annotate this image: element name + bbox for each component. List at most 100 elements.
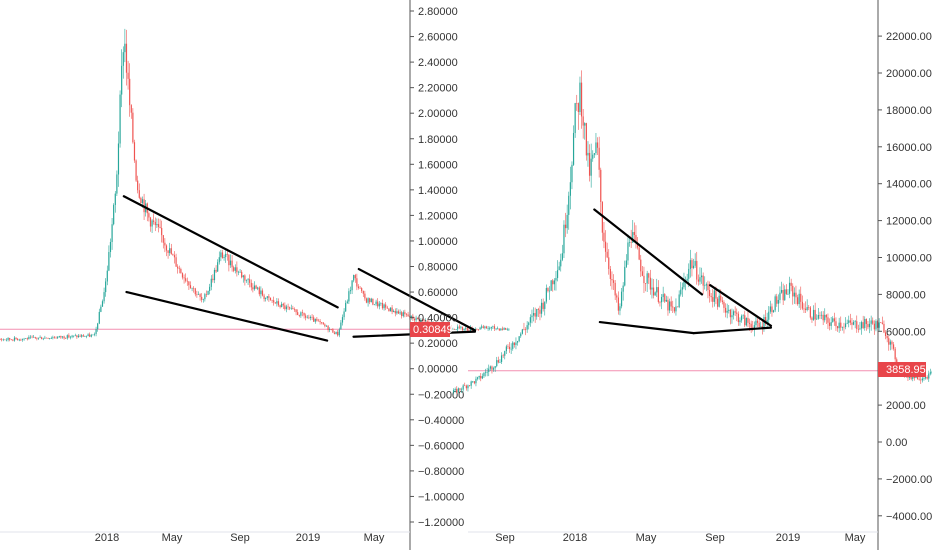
right-candle-body: [612, 280, 615, 283]
right-candle-body: [929, 372, 931, 374]
left-candle-body: [250, 282, 252, 288]
left-candle-body: [482, 326, 484, 328]
right-y-tick-label: 22000.00: [886, 31, 932, 43]
left-candle-body: [391, 307, 393, 312]
left-candle-body: [364, 293, 366, 299]
left-candle-body: [244, 275, 246, 281]
left-candle-body: [399, 312, 401, 314]
right-candle-body: [886, 335, 888, 339]
right-candle-body: [516, 341, 519, 343]
left-candle-body: [341, 317, 344, 323]
right-candle-body: [577, 103, 579, 112]
right-candle-body: [713, 290, 715, 302]
right-candle-body: [801, 301, 803, 309]
right-candle-body: [462, 385, 464, 390]
left-candle-body: [218, 257, 220, 263]
left-candle-body: [202, 299, 204, 300]
right-candle-body: [496, 360, 498, 367]
left-candle-body: [87, 334, 89, 336]
right-candle-body: [896, 359, 898, 365]
right-candle-body: [531, 315, 533, 318]
right-candle-body: [611, 278, 613, 281]
left-candle-body: [60, 335, 62, 338]
right-candle-body: [864, 318, 866, 329]
right-candle-body: [820, 314, 823, 316]
right-candle-body: [860, 322, 863, 329]
left-candle-body: [418, 318, 420, 322]
left-candle-body: [303, 313, 305, 316]
left-candle-body: [389, 307, 392, 312]
right-candle-body: [694, 260, 696, 266]
left-candle-body: [489, 328, 491, 329]
right-candle-body: [832, 318, 834, 323]
right-candle-body: [769, 306, 771, 312]
right-trendline-4: [692, 326, 773, 335]
left-candle-body: [287, 306, 289, 308]
left-candle-body: [481, 326, 483, 328]
left-candle-body: [361, 288, 363, 292]
left-trendline-3: [357, 267, 477, 332]
right-candle-body: [862, 322, 864, 329]
left-candle-body: [223, 257, 225, 258]
right-candle-body: [699, 277, 701, 282]
left-candle-body: [260, 290, 262, 295]
left-candle-body: [180, 269, 182, 274]
left-candle-body: [410, 315, 412, 318]
left-candle-body: [66, 335, 68, 339]
right-y-tick-label: 16000.00: [886, 142, 932, 154]
left-candle-body: [189, 285, 192, 289]
left-candle-body: [49, 338, 51, 339]
right-candle-body: [908, 376, 911, 378]
left-candle-body: [460, 326, 462, 328]
left-candle-body: [426, 320, 428, 322]
right-candle-body: [827, 317, 829, 323]
right-candle-body: [785, 289, 787, 294]
right-candle-body: [488, 368, 490, 372]
right-candle-body: [680, 289, 682, 295]
right-candle-body: [619, 306, 621, 311]
right-candle-body: [843, 326, 845, 328]
right-candle-body: [635, 235, 637, 243]
right-candle-body: [550, 280, 552, 291]
right-candle-body: [761, 326, 763, 328]
left-candle-body: [85, 335, 88, 337]
right-candle-body: [606, 251, 608, 258]
right-y-tick-label: 20000.00: [886, 68, 932, 80]
left-candle-body: [210, 278, 212, 287]
left-candle-body: [74, 335, 76, 337]
right-candle-body: [529, 317, 531, 323]
left-candle-body: [375, 301, 377, 305]
left-candle-body: [157, 224, 160, 227]
left-candle-body: [122, 52, 124, 66]
left-candle-body: [269, 297, 272, 301]
right-candle-body: [652, 287, 655, 296]
left-candle-body: [333, 332, 336, 334]
right-candle-body: [534, 313, 536, 317]
left-y-tick-label: 1.40000: [418, 185, 458, 197]
right-candle-body: [779, 292, 781, 300]
left-last-price-badge: 0.30849: [410, 322, 453, 337]
left-candle-body: [148, 213, 150, 218]
right-candle-body: [771, 306, 773, 313]
left-candle-body: [194, 288, 196, 295]
left-candle-body: [129, 78, 131, 106]
right-candle-body: [768, 311, 770, 320]
right-candle-body: [835, 321, 837, 327]
left-candle-body: [415, 317, 417, 321]
right-trendline-2: [598, 320, 695, 335]
left-y-tick-label: −0.80000: [418, 466, 464, 478]
right-candle-body: [926, 377, 928, 379]
right-candle-body: [512, 342, 514, 349]
right-candle-body: [526, 325, 528, 330]
left-candle-body: [181, 273, 184, 278]
right-candle-body: [681, 287, 683, 290]
right-candle-body: [836, 326, 839, 329]
right-candle-body: [625, 260, 627, 267]
left-candle-body: [506, 329, 508, 330]
left-candle-body: [183, 277, 185, 279]
left-candle-body: [373, 304, 376, 305]
left-x-tick-label: May: [364, 532, 385, 544]
left-y-tick-label: −1.00000: [418, 491, 464, 503]
left-candle-body: [215, 269, 217, 272]
